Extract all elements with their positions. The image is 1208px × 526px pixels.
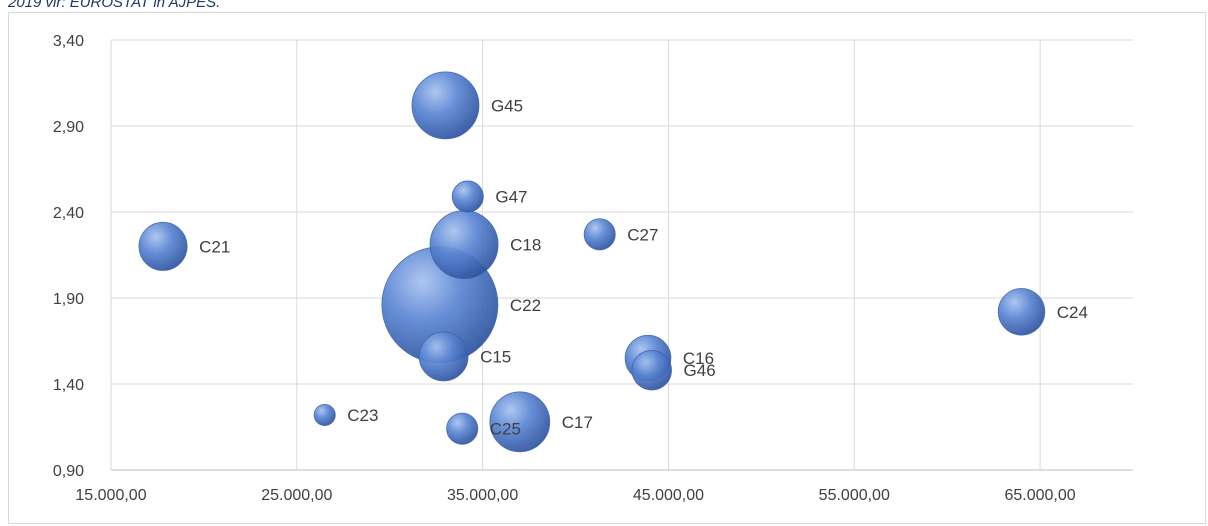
bubble-label-c15: C15 [480, 347, 511, 366]
bubble-c18 [429, 210, 499, 280]
bubble-label-c21: C21 [199, 237, 230, 256]
x-tick-label: 55.000,00 [819, 487, 890, 504]
x-tick-label: 15.000,00 [75, 487, 146, 504]
x-tick-label: 25.000,00 [261, 487, 332, 504]
bubble-c15 [418, 331, 469, 382]
x-tick-label: 35.000,00 [447, 487, 518, 504]
bubbles [138, 71, 1046, 453]
bubble-label-c25: C25 [490, 420, 521, 439]
bubble-label-g46: G46 [684, 361, 716, 380]
bubble-label-c22: C22 [510, 296, 541, 315]
bubble-label-c16: C16 [683, 349, 714, 368]
y-tick-label: 3,40 [53, 33, 84, 50]
tick-labels: 0,90 1,40 1,90 2,40 2,90 3,40 15.000,00 25.000,… [53, 33, 1076, 504]
bubble-g46 [631, 350, 672, 391]
bubble-label-c27: C27 [627, 225, 658, 244]
x-tick-label: 45.000,00 [633, 487, 704, 504]
bubble-g47 [451, 180, 484, 213]
bubble-c17 [489, 391, 551, 453]
bubble-label-g47: G47 [495, 188, 527, 207]
x-tick-label: 65.000,00 [1004, 487, 1075, 504]
bubble-label-c24: C24 [1057, 303, 1088, 322]
y-tick-label: 1,90 [53, 291, 84, 308]
bubble-c25 [446, 412, 479, 445]
bubble-label-c17: C17 [562, 413, 593, 432]
bubble-label-c23: C23 [347, 406, 378, 425]
bubble-c27 [583, 218, 616, 251]
bubble-c23 [313, 403, 336, 426]
y-tick-label: 2,90 [53, 119, 84, 136]
bubble-g45 [411, 71, 480, 140]
y-tick-label: 2,40 [53, 205, 84, 222]
chart-frame [8, 12, 1206, 524]
grid-lines [110, 39, 1133, 471]
bubble-label-g45: G45 [491, 96, 523, 115]
bubble-c21 [138, 221, 188, 271]
bubble-label-c18: C18 [510, 236, 541, 255]
chart-caption: 2019 vir: EUROSTAT in AJPES. [8, 0, 221, 11]
bubble-c24 [997, 288, 1046, 336]
y-tick-label: 0,90 [53, 463, 84, 480]
y-tick-label: 1,40 [53, 377, 84, 394]
